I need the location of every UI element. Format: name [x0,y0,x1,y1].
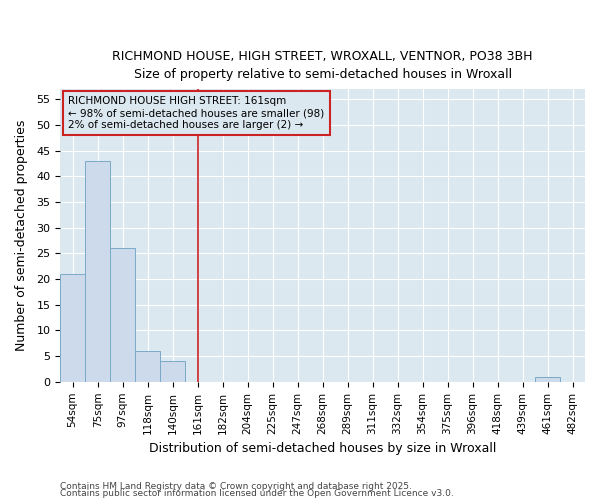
Bar [135,351,160,382]
Bar [160,362,185,382]
Text: Contains public sector information licensed under the Open Government Licence v3: Contains public sector information licen… [60,489,454,498]
Y-axis label: Number of semi-detached properties: Number of semi-detached properties [15,120,28,351]
X-axis label: Distribution of semi-detached houses by size in Wroxall: Distribution of semi-detached houses by … [149,442,496,455]
Bar [85,161,110,382]
Bar [535,376,560,382]
Title: RICHMOND HOUSE, HIGH STREET, WROXALL, VENTNOR, PO38 3BH
Size of property relativ: RICHMOND HOUSE, HIGH STREET, WROXALL, VE… [112,50,533,81]
Bar [60,274,85,382]
Text: RICHMOND HOUSE HIGH STREET: 161sqm
← 98% of semi-detached houses are smaller (98: RICHMOND HOUSE HIGH STREET: 161sqm ← 98%… [68,96,325,130]
Bar [110,248,135,382]
Text: Contains HM Land Registry data © Crown copyright and database right 2025.: Contains HM Land Registry data © Crown c… [60,482,412,491]
